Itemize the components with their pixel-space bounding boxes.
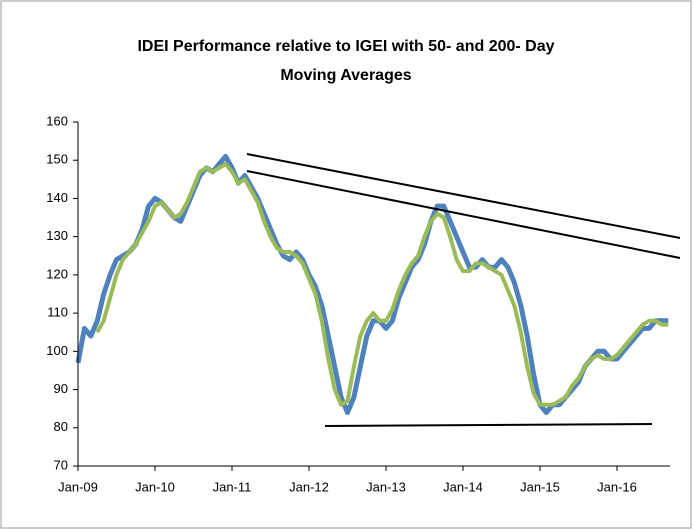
x-tick-label: Jan-09 — [58, 479, 98, 494]
x-tick-label: Jan-14 — [443, 479, 483, 494]
x-tick-label: Jan-13 — [366, 479, 406, 494]
y-tick-label: 120 — [46, 266, 68, 281]
trend-line — [324, 423, 653, 427]
y-tick-label: 70 — [54, 457, 68, 472]
y-tick-label: 100 — [46, 343, 68, 358]
x-tick-label: Jan-12 — [289, 479, 329, 494]
y-tick-label: 130 — [46, 228, 68, 243]
y-tick-label: 150 — [46, 152, 68, 167]
x-tick-label: Jan-10 — [135, 479, 175, 494]
y-tick-label: 110 — [47, 305, 68, 320]
trend-line — [246, 153, 681, 239]
x-tick-label: Jan-15 — [520, 479, 560, 494]
chart-title: IDEI Performance relative to IGEI with 5… — [137, 38, 554, 55]
y-tick-label: 140 — [46, 190, 68, 205]
trend-line — [246, 170, 681, 259]
y-tick-label: 80 — [54, 419, 68, 434]
series-line — [95, 162, 669, 407]
plot-area — [75, 153, 669, 415]
x-tick-label: Jan-11 — [213, 479, 252, 494]
y-tick-label: 90 — [54, 381, 68, 396]
chart-title: Moving Averages — [280, 67, 411, 84]
y-tick-label: 160 — [46, 113, 68, 128]
x-tick-label: Jan-16 — [597, 479, 637, 494]
